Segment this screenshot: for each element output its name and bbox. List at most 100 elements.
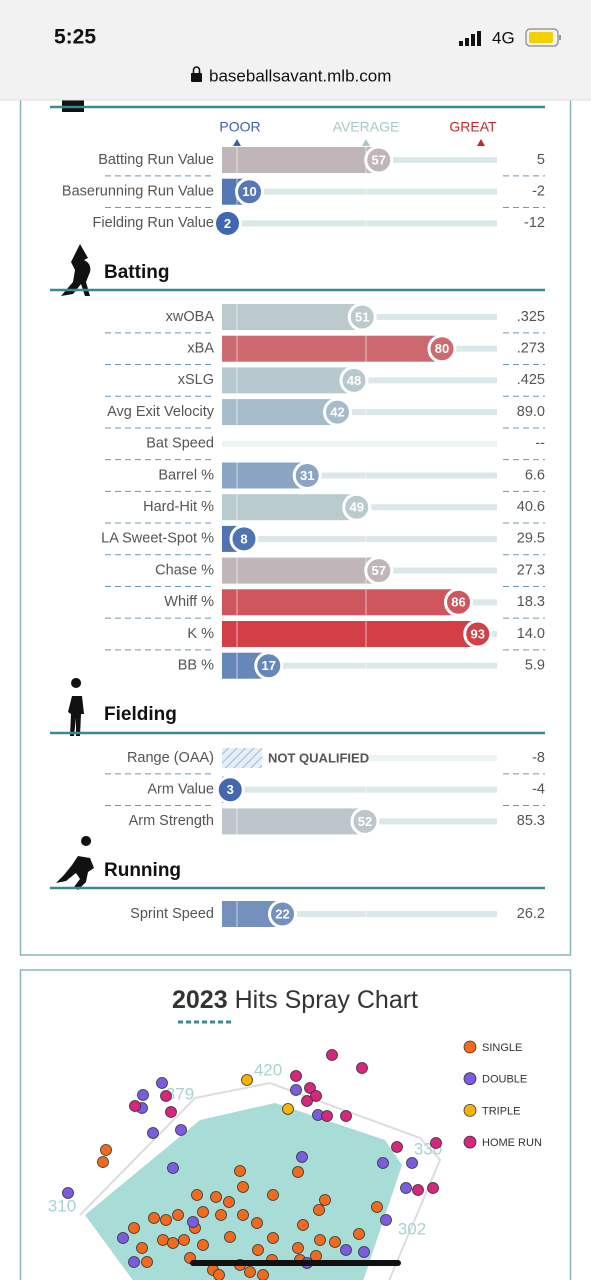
legend-label: SINGLE xyxy=(482,1042,522,1054)
percentile-number: 57 xyxy=(372,563,386,578)
metric-value: 14.0 xyxy=(517,626,545,642)
section-icon xyxy=(68,678,84,736)
hit-point xyxy=(175,1124,187,1136)
metric-label: xwOBA xyxy=(166,309,215,325)
hit-point xyxy=(292,1166,304,1178)
hit-point xyxy=(430,1137,442,1149)
url[interactable]: baseballsavant.mlb.com xyxy=(209,66,391,85)
legend-label: HOME RUN xyxy=(482,1137,542,1149)
percentile-bar xyxy=(222,621,478,647)
percentile-number: 86 xyxy=(451,595,465,610)
hit-point xyxy=(156,1077,168,1089)
hit-point xyxy=(187,1216,199,1228)
hit-point xyxy=(267,1232,279,1244)
hit-point xyxy=(157,1234,169,1246)
metric-value: .325 xyxy=(517,309,545,325)
percentile-bar xyxy=(222,589,459,616)
hit-point xyxy=(301,1095,313,1107)
hit-point xyxy=(97,1156,109,1168)
percentile-badge xyxy=(444,587,473,617)
metric-label: K % xyxy=(187,626,214,642)
track xyxy=(458,599,497,606)
track xyxy=(378,567,497,574)
metric-label: Sprint Speed xyxy=(130,906,214,922)
percentile-number: 22 xyxy=(275,906,289,921)
hit-point xyxy=(210,1191,222,1203)
section-title: Fielding xyxy=(104,704,177,725)
metric-label: xBA xyxy=(187,341,214,357)
percentile-badge xyxy=(292,461,322,490)
legend-label: TRIPLE xyxy=(482,1105,521,1117)
percentile-number: 48 xyxy=(347,373,361,388)
metric-label: Bat Speed xyxy=(146,436,214,452)
metric-label: Barrel % xyxy=(158,467,214,483)
percentile-badge xyxy=(215,775,245,805)
hit-point xyxy=(329,1236,341,1248)
hit-point xyxy=(412,1184,424,1196)
hit-point xyxy=(319,1194,331,1206)
hit-point xyxy=(314,1234,326,1246)
hit-point xyxy=(215,1209,227,1221)
percentile-badge xyxy=(342,492,372,522)
status-bar xyxy=(0,0,591,100)
hit-point xyxy=(257,1269,269,1280)
hit-point xyxy=(371,1201,383,1213)
percentile-number: 42 xyxy=(330,405,344,420)
metric-label: Batting Run Value xyxy=(98,152,214,168)
hit-point xyxy=(237,1209,249,1221)
percentile-badge xyxy=(235,177,264,207)
percentile-badge xyxy=(347,302,377,332)
track xyxy=(222,440,497,447)
percentile-bar xyxy=(222,399,338,426)
scale-average: AVERAGE xyxy=(333,119,400,135)
track xyxy=(354,377,497,384)
percentile-badge xyxy=(229,524,259,554)
scale-marker xyxy=(362,139,370,146)
section-icon xyxy=(61,244,91,296)
metric-value: -2 xyxy=(532,184,545,200)
status-text: NOT QUALIFIED xyxy=(268,750,369,765)
hit-point xyxy=(191,1189,203,1201)
metric-label: Range (OAA) xyxy=(127,750,214,766)
hit-point xyxy=(310,1250,322,1262)
hit-point xyxy=(137,1089,149,1101)
track xyxy=(356,504,497,511)
metric-value: 18.3 xyxy=(517,594,545,610)
hit-point xyxy=(141,1256,153,1268)
track xyxy=(249,188,497,195)
hit-point xyxy=(160,1214,172,1226)
percentile-bar xyxy=(222,304,363,330)
percentile-number: 52 xyxy=(358,814,372,829)
percentile-number: 17 xyxy=(262,658,276,673)
percentile-number: 31 xyxy=(300,468,314,483)
percentile-bar xyxy=(222,367,354,394)
percentile-number: 80 xyxy=(435,341,449,356)
battery-level xyxy=(529,32,553,43)
track xyxy=(378,157,497,163)
hit-point xyxy=(427,1182,439,1194)
legend: SINGLE DOUBLE TRIPLE HOME RUN xyxy=(463,1040,542,1149)
legend-swatch xyxy=(463,1135,477,1149)
battery xyxy=(525,28,559,47)
hit-point xyxy=(148,1212,160,1224)
track xyxy=(227,220,497,227)
percentile-badge xyxy=(350,806,380,836)
hit-point xyxy=(136,1242,148,1254)
hit-point xyxy=(167,1162,179,1174)
percentile-bar xyxy=(222,808,365,835)
hit-point xyxy=(252,1244,264,1256)
hit-point xyxy=(129,1100,141,1112)
hit-point xyxy=(310,1090,322,1102)
hit-point xyxy=(296,1151,308,1163)
metric-label: Hard-Hit % xyxy=(143,499,214,515)
battery-tip xyxy=(559,35,561,40)
track xyxy=(268,662,497,669)
hit-point xyxy=(165,1106,177,1118)
hit-point xyxy=(237,1181,249,1193)
hit-point xyxy=(167,1237,179,1249)
hit-point xyxy=(356,1062,368,1074)
metric-label: LA Sweet-Spot % xyxy=(101,531,214,547)
